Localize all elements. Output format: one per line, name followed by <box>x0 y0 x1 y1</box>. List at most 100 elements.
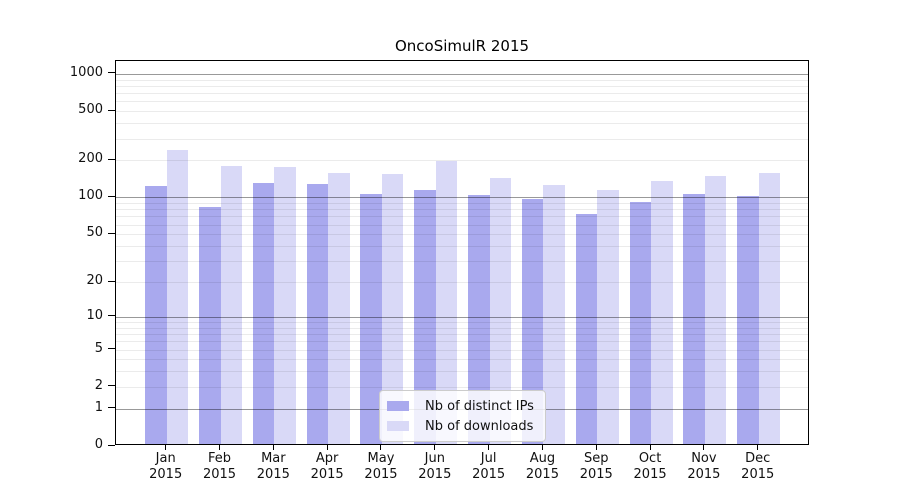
x-tick-label-dec: Dec 2015 <box>726 451 790 483</box>
gridline-minor <box>116 327 808 329</box>
y-tick-label-100: 100 <box>78 188 103 204</box>
bar-downloads-sep <box>597 190 619 444</box>
x-tick-year: 2015 <box>687 467 721 482</box>
bar-ips-nov <box>683 194 705 444</box>
x-tick-year: 2015 <box>633 467 667 482</box>
gridline-major <box>116 316 808 318</box>
gridline-minor <box>116 359 808 361</box>
x-tick-jun <box>434 445 436 450</box>
x-tick-year: 2015 <box>418 467 452 482</box>
y-tick-50 <box>108 232 115 234</box>
gridline-minor <box>116 209 808 211</box>
gridline-minor <box>116 138 808 140</box>
bar-downloads-feb <box>220 166 243 444</box>
legend-label-downloads: Nb of downloads <box>425 418 534 434</box>
x-tick-month: May <box>367 451 395 466</box>
legend-swatch-distinct-ips <box>387 401 409 411</box>
y-tick-1 <box>108 407 115 409</box>
gridline-minor <box>116 234 808 236</box>
y-tick-label-1000: 1000 <box>69 64 103 80</box>
x-tick-month: Sep <box>583 451 609 466</box>
bar-ips-jun <box>414 189 436 444</box>
x-tick-jan <box>165 445 167 450</box>
y-tick-label-200: 200 <box>78 151 103 167</box>
x-tick-month: Jun <box>424 451 445 466</box>
gridline-minor <box>116 334 808 336</box>
y-tick-label-2: 2 <box>94 377 103 393</box>
bar-downloads-apr <box>328 173 350 444</box>
gridline-minor <box>116 216 808 218</box>
gridline-minor <box>116 123 808 125</box>
bar-ips-apr <box>306 183 329 444</box>
y-tick-20 <box>108 280 115 282</box>
bar-ips-sep <box>575 213 598 444</box>
gridline-minor <box>116 101 808 103</box>
x-tick-feb <box>219 445 221 450</box>
bar-downloads-oct <box>651 181 673 444</box>
x-tick-aug <box>541 445 543 450</box>
x-tick-label-feb: Feb 2015 <box>188 451 252 483</box>
bar-downloads-aug <box>543 184 565 444</box>
x-tick-label-nov: Nov 2015 <box>672 451 736 483</box>
bar-ips-aug <box>521 199 544 444</box>
legend-swatch-downloads <box>387 421 409 431</box>
x-tick-label-sep: Sep 2015 <box>564 451 628 483</box>
gridline-minor <box>116 349 808 351</box>
bar-downloads-dec <box>758 173 781 444</box>
x-tick-month: Mar <box>261 451 286 466</box>
y-tick-5 <box>108 348 115 349</box>
legend-item-distinct-ips: Nb of distinct IPs <box>387 396 534 416</box>
x-tick-dec <box>757 445 759 450</box>
bar-downloads-may <box>381 174 404 444</box>
x-tick-year: 2015 <box>579 467 613 482</box>
x-tick-month: Jan <box>155 451 176 466</box>
gridline-minor <box>116 261 808 263</box>
y-tick-label-20: 20 <box>86 273 103 289</box>
y-tick-200 <box>108 158 115 160</box>
bar-ips-oct <box>629 202 652 444</box>
x-tick-label-mar: Mar 2015 <box>241 451 305 483</box>
x-tick-label-jul: Jul 2015 <box>457 451 521 483</box>
gridline-minor <box>116 111 808 113</box>
y-tick-500 <box>108 109 115 111</box>
y-tick-label-1: 1 <box>94 399 103 415</box>
x-tick-may <box>380 445 382 450</box>
y-tick-1000 <box>108 72 115 74</box>
x-tick-sep <box>595 445 597 450</box>
x-tick-year: 2015 <box>202 467 237 482</box>
x-tick-year: 2015 <box>149 467 183 482</box>
gridline-minor <box>116 203 808 205</box>
x-tick-label-may: May 2015 <box>349 451 413 483</box>
bar-downloads-nov <box>704 176 727 444</box>
x-tick-label-aug: Aug 2015 <box>510 451 574 483</box>
x-tick-year: 2015 <box>364 467 398 482</box>
x-tick-month: Oct <box>638 451 662 466</box>
x-tick-year: 2015 <box>525 467 559 482</box>
gridline-minor <box>116 386 808 388</box>
x-tick-month: Feb <box>208 451 232 466</box>
gridline-major <box>116 73 808 75</box>
x-tick-year: 2015 <box>310 467 344 482</box>
gridline-minor <box>116 371 808 373</box>
legend: Nb of distinct IPs Nb of downloads <box>379 390 546 442</box>
y-tick-2 <box>108 385 115 387</box>
y-tick-label-5: 5 <box>94 340 103 356</box>
gridline-minor <box>116 93 808 95</box>
gridline-minor <box>116 224 808 226</box>
legend-item-downloads: Nb of downloads <box>387 416 534 436</box>
bar-ips-jul <box>468 194 490 444</box>
x-tick-year: 2015 <box>741 467 775 482</box>
y-tick-label-0: 0 <box>94 437 103 452</box>
y-tick-10 <box>108 315 115 317</box>
y-tick-label-10: 10 <box>86 307 103 323</box>
x-tick-label-jun: Jun 2015 <box>403 451 467 483</box>
gridline-minor <box>116 282 808 284</box>
x-tick-jul <box>488 445 490 450</box>
y-tick-100 <box>108 195 115 197</box>
gridline-minor <box>116 160 808 162</box>
x-tick-oct <box>649 445 651 450</box>
y-tick-0 <box>108 444 115 446</box>
x-tick-label-apr: Apr 2015 <box>295 451 359 483</box>
x-tick-year: 2015 <box>472 467 506 482</box>
